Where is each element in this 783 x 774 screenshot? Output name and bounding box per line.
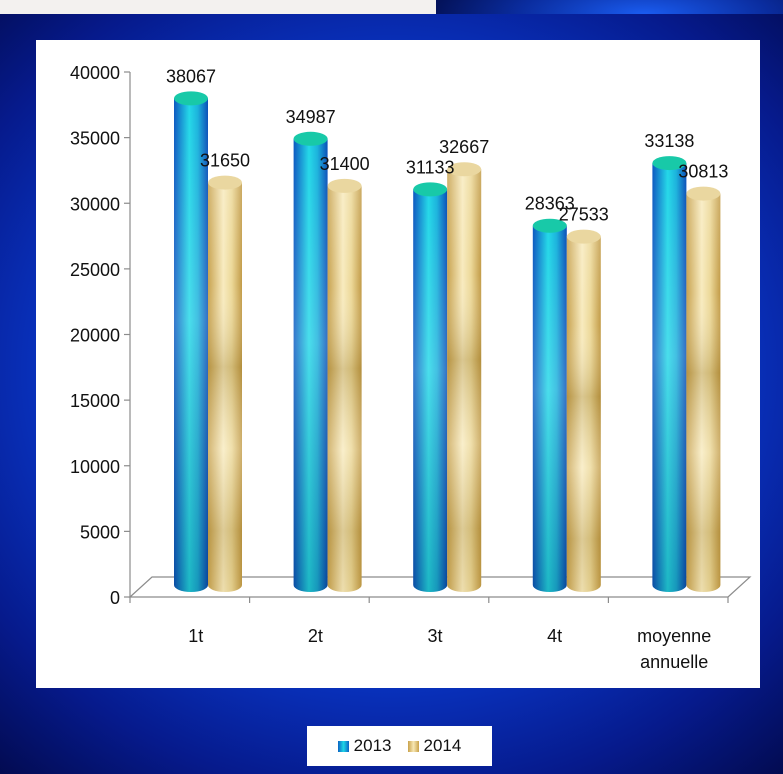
bar-shading: [566, 236, 601, 593]
bar-top: [566, 229, 601, 244]
x-tick-label: moyenne annuelle: [637, 626, 711, 672]
y-tick-label: 40000: [70, 63, 120, 83]
x-tick-label: 2t: [308, 626, 323, 646]
legend-label-2014: 2014: [423, 736, 462, 755]
y-tick-label: 25000: [70, 260, 120, 280]
y-tick-label: 30000: [70, 194, 120, 214]
data-label: 31133: [406, 157, 455, 177]
x-tick-label: 3t: [427, 626, 442, 646]
chart-legend: 2013 2014: [307, 726, 492, 766]
bar-top: [532, 218, 567, 233]
bar-shading: [652, 163, 687, 593]
legend-label-2013: 2013: [353, 736, 392, 755]
bar-top: [652, 156, 687, 171]
bar-top: [327, 178, 362, 193]
bar-top: [293, 131, 328, 146]
data-label: 30813: [678, 162, 728, 182]
legend-swatch-2013: [337, 740, 349, 752]
bar-shading: [208, 182, 242, 592]
bar-shading: [413, 189, 448, 593]
data-label: 34987: [286, 107, 336, 127]
window-frame-top: [436, 0, 783, 14]
legend-entry-2014: 2014: [407, 736, 462, 756]
bar-top: [208, 175, 242, 190]
y-tick-label: 0: [110, 588, 120, 608]
legend-entry-2013: 2013: [337, 736, 392, 756]
legend-swatch-2014: [407, 740, 419, 752]
y-tick-label: 10000: [70, 457, 120, 477]
bar-shading: [174, 98, 208, 592]
bar-shading: [327, 185, 362, 593]
bar-shading: [293, 138, 328, 593]
bar-shading: [532, 225, 567, 593]
x-tick-label: 1t: [188, 626, 203, 646]
bar-shading: [686, 193, 721, 593]
y-tick-label: 5000: [80, 522, 120, 542]
y-tick-label: 20000: [70, 326, 120, 346]
data-label: 27533: [559, 205, 609, 225]
bar-top: [447, 162, 482, 177]
data-label: 38067: [166, 66, 216, 86]
bar-top: [686, 186, 721, 201]
x-tick-label: 4t: [547, 626, 562, 646]
data-label: 31650: [200, 151, 250, 171]
data-label: 31400: [320, 154, 370, 174]
bar-shading: [447, 169, 482, 593]
y-tick-label: 15000: [70, 391, 120, 411]
y-tick-label: 35000: [70, 129, 120, 149]
data-label: 28363: [525, 194, 575, 214]
data-label: 32667: [439, 137, 489, 157]
bar-top: [413, 182, 448, 197]
data-label: 33138: [644, 131, 694, 151]
bar-top: [174, 91, 208, 106]
